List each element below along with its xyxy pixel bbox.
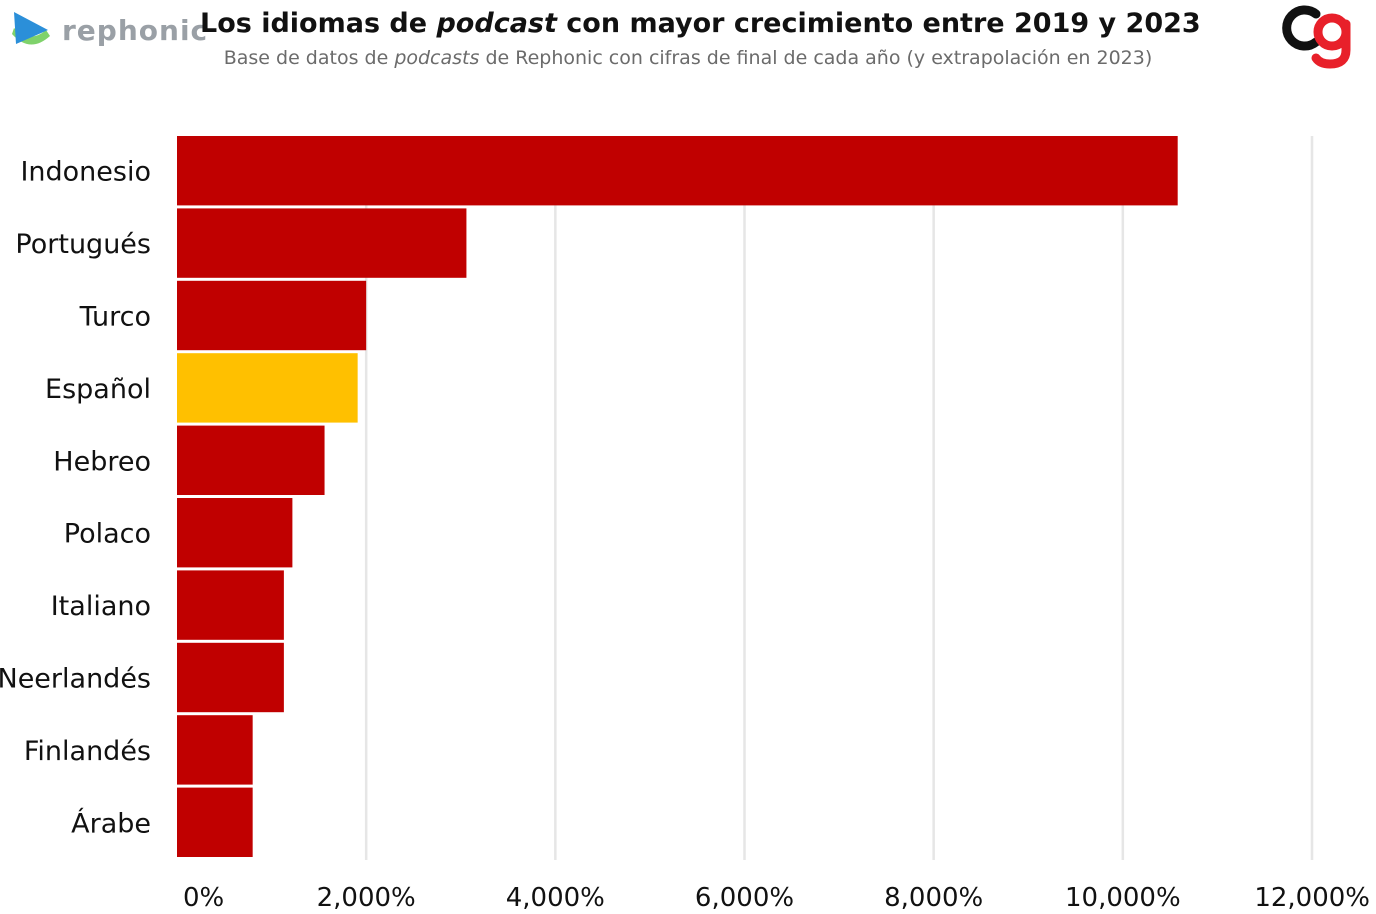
chart-header: Los idiomas de podcast con mayor crecimi… bbox=[200, 8, 1201, 69]
x-tick-label: 4,000% bbox=[506, 883, 605, 913]
bar-polaco bbox=[177, 498, 293, 568]
bar-portugués bbox=[177, 208, 467, 278]
bar-español bbox=[177, 353, 358, 423]
category-label: Indonesio bbox=[20, 157, 151, 188]
x-tick-label: 12,000% bbox=[1254, 883, 1370, 913]
bar-italiano bbox=[177, 570, 284, 640]
category-label: Portugués bbox=[15, 229, 151, 260]
x-tick-label: 10,000% bbox=[1065, 883, 1181, 913]
brand-name: rephonic bbox=[62, 13, 209, 47]
x-tick-label: 0% bbox=[183, 883, 224, 913]
bar-turco bbox=[177, 280, 367, 351]
x-tick-label: 2,000% bbox=[317, 883, 416, 913]
x-tick-label: 6,000% bbox=[695, 883, 794, 913]
rephonic-logo-icon bbox=[12, 12, 50, 45]
brand: rephonic bbox=[8, 6, 208, 54]
chart-subtitle: Base de datos de podcasts de Rephonic co… bbox=[223, 47, 1153, 69]
category-label: Español bbox=[45, 374, 151, 405]
x-axis-tick-labels: 0% 2,000% 4,000% 6,000% 8,000% 10,000% 12,000% bbox=[183, 883, 1370, 913]
bar-finlandés bbox=[177, 715, 253, 785]
bar-árabe bbox=[177, 787, 253, 857]
category-label: Italiano bbox=[51, 591, 151, 622]
chart-title: Los idiomas de podcast con mayor crecimi… bbox=[200, 8, 1201, 39]
category-label: Hebreo bbox=[53, 446, 151, 477]
category-labels: Indonesio Portugués Turco Español Hebreo Pola… bbox=[0, 157, 151, 840]
category-label: Turco bbox=[79, 302, 151, 333]
category-label: Finlandés bbox=[24, 736, 151, 767]
category-label: Neerlandés bbox=[0, 664, 151, 695]
category-label: Polaco bbox=[64, 519, 151, 550]
bar-hebreo bbox=[177, 425, 325, 495]
corner-logo-icon bbox=[1282, 5, 1351, 69]
category-label: Árabe bbox=[71, 807, 151, 839]
gridlines bbox=[364, 136, 1314, 860]
x-tick-label: 8,000% bbox=[884, 883, 983, 913]
bars bbox=[177, 136, 1178, 857]
bar-indonesio bbox=[177, 136, 1178, 206]
bar-neerlandés bbox=[177, 642, 284, 713]
